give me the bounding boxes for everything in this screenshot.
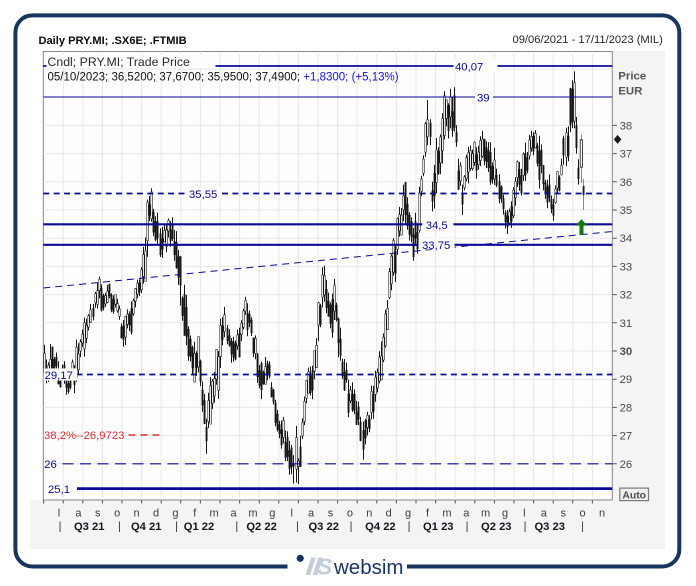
svg-text:26: 26 <box>620 459 633 471</box>
svg-text:|: | <box>175 521 178 533</box>
svg-text:a: a <box>75 507 82 519</box>
svg-text:34: 34 <box>620 233 633 245</box>
svg-text:m: m <box>248 507 257 519</box>
svg-text:35: 35 <box>620 205 633 217</box>
svg-text:09/06/2021 - 17/11/2023 (MIL): 09/06/2021 - 17/11/2023 (MIL) <box>512 34 663 46</box>
svg-text:|: | <box>524 521 527 533</box>
svg-text:29,17: 29,17 <box>45 370 73 382</box>
svg-text:Daily PRY.MI; .SX6E; .FTMIB: Daily PRY.MI; .SX6E; .FTMIB <box>39 35 187 47</box>
svg-text:26: 26 <box>44 459 57 471</box>
svg-text:d: d <box>386 507 392 519</box>
svg-text:n: n <box>366 507 372 519</box>
svg-text:g: g <box>502 507 508 519</box>
svg-text:a: a <box>541 507 548 519</box>
svg-text:40,07: 40,07 <box>455 61 483 73</box>
svg-text:|: | <box>235 521 238 533</box>
svg-text:a: a <box>308 507 315 519</box>
svg-text:29: 29 <box>620 374 633 386</box>
svg-text:|: | <box>296 521 299 533</box>
svg-text:o: o <box>114 507 120 519</box>
svg-text:s: s <box>328 507 334 519</box>
svg-text:38: 38 <box>620 120 633 132</box>
svg-text:33,75: 33,75 <box>422 240 450 252</box>
svg-text:38,2%--26,9723: 38,2%--26,9723 <box>44 430 124 442</box>
svg-text:28: 28 <box>620 402 633 414</box>
svg-text:25,1: 25,1 <box>48 484 70 496</box>
svg-text:a: a <box>230 507 237 519</box>
svg-text:05/10/2023; 36,5200; 37,6700;: 05/10/2023; 36,5200; 37,6700; 35,9500; 3… <box>48 72 399 84</box>
svg-text:S: S <box>317 553 333 579</box>
svg-text:m: m <box>210 507 219 519</box>
svg-text:Q3 23: Q3 23 <box>534 521 564 533</box>
svg-text:Q1 22: Q1 22 <box>184 521 214 533</box>
svg-text:|: | <box>581 521 584 533</box>
svg-text:Auto: Auto <box>622 490 646 501</box>
svg-text:l: l <box>523 507 525 519</box>
svg-text:s: s <box>560 507 566 519</box>
svg-text:Q2 23: Q2 23 <box>481 521 511 533</box>
svg-text:m: m <box>481 507 490 519</box>
svg-text:Price: Price <box>618 70 646 82</box>
svg-text:32: 32 <box>620 290 633 302</box>
svg-text:|: | <box>350 521 353 533</box>
svg-text:27: 27 <box>620 431 633 443</box>
svg-text:36: 36 <box>620 177 633 189</box>
svg-text:37: 37 <box>620 149 633 161</box>
svg-text:Q1 23: Q1 23 <box>423 521 453 533</box>
svg-text:EUR: EUR <box>618 86 642 98</box>
svg-text:Cndl; PRY.MI; Trade Price: Cndl; PRY.MI; Trade Price <box>48 55 191 69</box>
svg-text:Q4 22: Q4 22 <box>365 521 395 533</box>
svg-text:l: l <box>290 507 292 519</box>
svg-text:35,55: 35,55 <box>189 189 217 201</box>
svg-text:m: m <box>442 507 451 519</box>
svg-text:d: d <box>153 507 159 519</box>
svg-text:|: | <box>59 521 62 533</box>
svg-text:n: n <box>599 507 605 519</box>
svg-text:33: 33 <box>620 261 633 273</box>
svg-text:l: l <box>58 507 60 519</box>
svg-text:o: o <box>347 507 353 519</box>
svg-text:websim: websim <box>333 556 404 579</box>
svg-text:Q4 21: Q4 21 <box>131 521 161 533</box>
svg-text:Q2 22: Q2 22 <box>246 521 276 533</box>
svg-text:o: o <box>580 507 586 519</box>
svg-text:g: g <box>405 507 411 519</box>
svg-text:f: f <box>426 507 430 519</box>
svg-text:39: 39 <box>477 92 490 104</box>
svg-text:n: n <box>134 507 140 519</box>
svg-text:30: 30 <box>620 346 633 358</box>
svg-text:g: g <box>172 507 178 519</box>
svg-text:g: g <box>269 507 275 519</box>
svg-text:|: | <box>118 521 121 533</box>
svg-text:Q3 21: Q3 21 <box>74 521 104 533</box>
svg-text:31: 31 <box>620 318 633 330</box>
svg-text:a: a <box>463 507 470 519</box>
svg-text:f: f <box>193 507 197 519</box>
svg-text:s: s <box>95 507 101 519</box>
svg-text:Q3 22: Q3 22 <box>308 521 338 533</box>
svg-text:|: | <box>408 521 411 533</box>
svg-text:34,5: 34,5 <box>426 220 448 232</box>
svg-text:|: | <box>466 521 469 533</box>
